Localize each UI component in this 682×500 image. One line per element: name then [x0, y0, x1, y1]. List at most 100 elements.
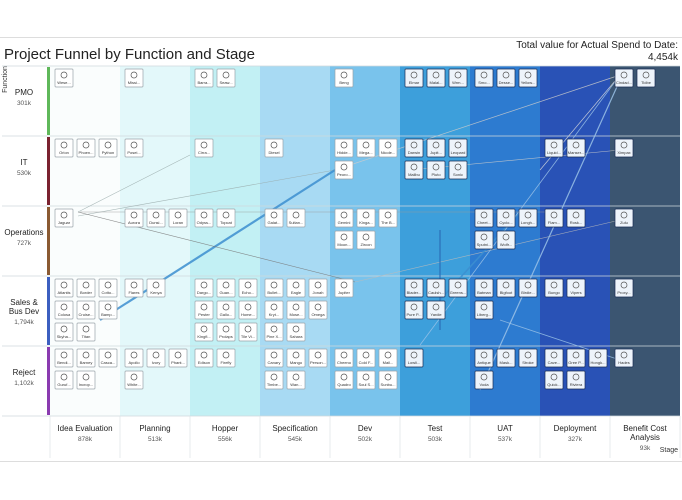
project-tile[interactable]: Antique: [474, 348, 494, 368]
project-tile[interactable]: Atlantis: [54, 278, 74, 298]
project-tile[interactable]: White...: [124, 370, 144, 390]
project-tile[interactable]: Mask...: [496, 348, 516, 368]
project-tile[interactable]: Liberg...: [474, 300, 494, 320]
project-tile[interactable]: Gree P...: [566, 348, 586, 368]
project-tile[interactable]: Titan: [76, 322, 96, 342]
project-tile[interactable]: Lowli...: [404, 348, 424, 368]
project-tile[interactable]: Phoen...: [76, 138, 96, 158]
project-tile[interactable]: Longh...: [518, 208, 538, 228]
project-tile[interactable]: Pure P...: [404, 300, 424, 320]
project-tile[interactable]: Peoro...: [334, 160, 354, 180]
project-tile[interactable]: Jaguar: [54, 208, 74, 228]
project-tile[interactable]: Riviera: [566, 370, 586, 390]
project-tile[interactable]: Loran: [168, 208, 188, 228]
project-tile[interactable]: Colosa: [54, 300, 74, 320]
project-tile[interactable]: Dargo...: [194, 278, 214, 298]
project-tile[interactable]: Timbe...: [264, 370, 284, 390]
project-tile[interactable]: Firefly: [216, 348, 236, 368]
project-tile[interactable]: Border: [76, 278, 96, 298]
project-tile[interactable]: Sultan...: [286, 208, 306, 228]
project-tile[interactable]: Voda: [474, 370, 494, 390]
project-tile[interactable]: Skyha...: [54, 322, 74, 342]
project-tile[interactable]: Seaw...: [216, 68, 236, 88]
project-tile[interactable]: Guan...: [216, 278, 236, 298]
project-tile[interactable]: Sputni...: [474, 230, 494, 250]
project-tile[interactable]: Cheet...: [474, 208, 494, 228]
project-tile[interactable]: Wrm...: [448, 68, 468, 88]
project-tile[interactable]: Ivory: [146, 348, 166, 368]
project-tile[interactable]: Orion: [54, 138, 74, 158]
project-tile[interactable]: Kinga...: [356, 208, 376, 228]
project-tile[interactable]: Flam...: [544, 208, 564, 228]
project-tile[interactable]: Sahara: [286, 322, 306, 342]
project-tile[interactable]: Gemini: [334, 208, 354, 228]
project-tile[interactable]: Liquid...: [544, 138, 564, 158]
project-tile[interactable]: Mose...: [286, 300, 306, 320]
project-tile[interactable]: Kryt...: [264, 300, 284, 320]
project-tile[interactable]: Topcat: [216, 208, 236, 228]
project-tile[interactable]: Tile Vi...: [238, 322, 258, 342]
project-tile[interactable]: Birdie...: [518, 278, 538, 298]
project-tile[interactable]: The B...: [378, 208, 398, 228]
project-tile[interactable]: Cotto...: [98, 278, 118, 298]
project-tile[interactable]: Hades: [614, 348, 634, 368]
project-tile[interactable]: Zircon: [356, 230, 376, 250]
project-tile[interactable]: Stroke: [518, 348, 538, 368]
project-tile[interactable]: Omega: [308, 300, 328, 320]
project-tile[interactable]: Kenya: [146, 278, 166, 298]
project-tile[interactable]: Mango: [286, 348, 306, 368]
project-tile[interactable]: Bungo: [544, 278, 564, 298]
project-tile[interactable]: Vipers: [566, 278, 586, 298]
project-tile[interactable]: Tidbe: [636, 68, 656, 88]
project-tile[interactable]: Odyss...: [194, 208, 214, 228]
project-tile[interactable]: Wolfr...: [496, 230, 516, 250]
project-tile[interactable]: Jupit...: [426, 138, 446, 158]
project-tile[interactable]: Flares: [124, 278, 144, 298]
project-tile[interactable]: Ximpax: [614, 138, 634, 158]
project-tile[interactable]: Gallo...: [216, 300, 236, 320]
project-tile[interactable]: Cold F...: [356, 348, 376, 368]
project-tile[interactable]: Greens...: [448, 278, 468, 298]
project-tile[interactable]: Bullet...: [264, 278, 284, 298]
project-tile[interactable]: Bamp...: [98, 300, 118, 320]
project-tile[interactable]: Cruise...: [76, 300, 96, 320]
project-tile[interactable]: Barra...: [194, 68, 214, 88]
project-tile[interactable]: Wese...: [54, 68, 74, 88]
project-tile[interactable]: Cheeno: [334, 348, 354, 368]
project-tile[interactable]: Hidde...: [334, 138, 354, 158]
project-tile[interactable]: Edison: [194, 348, 214, 368]
project-tile[interactable]: Darwin: [404, 138, 424, 158]
project-tile[interactable]: Cave...: [544, 348, 564, 368]
project-tile[interactable]: Kingfi...: [194, 322, 214, 342]
project-tile[interactable]: Barney: [76, 348, 96, 368]
project-tile[interactable]: Hongk...: [588, 348, 608, 368]
project-tile[interactable]: Jonah: [308, 278, 328, 298]
project-tile[interactable]: Rosk...: [566, 208, 586, 228]
project-tile[interactable]: Batman: [474, 278, 494, 298]
project-tile[interactable]: Soul S...: [356, 370, 376, 390]
project-tile[interactable]: Canary: [264, 348, 284, 368]
project-tile[interactable]: Person...: [308, 348, 328, 368]
project-tile[interactable]: Python: [98, 138, 118, 158]
project-tile[interactable]: Sonic: [448, 160, 468, 180]
project-tile[interactable]: Malal...: [426, 68, 446, 88]
project-tile[interactable]: Apollo: [124, 348, 144, 368]
project-tile[interactable]: Quick...: [544, 370, 564, 390]
project-tile[interactable]: Moon...: [334, 230, 354, 250]
project-tile[interactable]: Proxy...: [614, 278, 634, 298]
project-tile[interactable]: Pluto: [426, 160, 446, 180]
project-tile[interactable]: Home...: [238, 300, 258, 320]
project-tile[interactable]: Smo...: [474, 68, 494, 88]
project-tile[interactable]: Missi...: [124, 68, 144, 88]
project-tile[interactable]: Jupiter: [334, 278, 354, 298]
project-tile[interactable]: Incrop...: [76, 370, 96, 390]
project-tile[interactable]: Aurora: [124, 208, 144, 228]
project-tile[interactable]: Cirra...: [194, 138, 214, 158]
project-tile[interactable]: Leopard: [448, 138, 468, 158]
project-tile[interactable]: Bigfoot: [496, 278, 516, 298]
project-tile[interactable]: Mega...: [356, 138, 376, 158]
project-tile[interactable]: Blader...: [404, 278, 424, 298]
project-tile[interactable]: Sunbu...: [378, 370, 398, 390]
project-tile[interactable]: Cindad...: [614, 68, 634, 88]
project-tile[interactable]: Bendi...: [54, 348, 74, 368]
